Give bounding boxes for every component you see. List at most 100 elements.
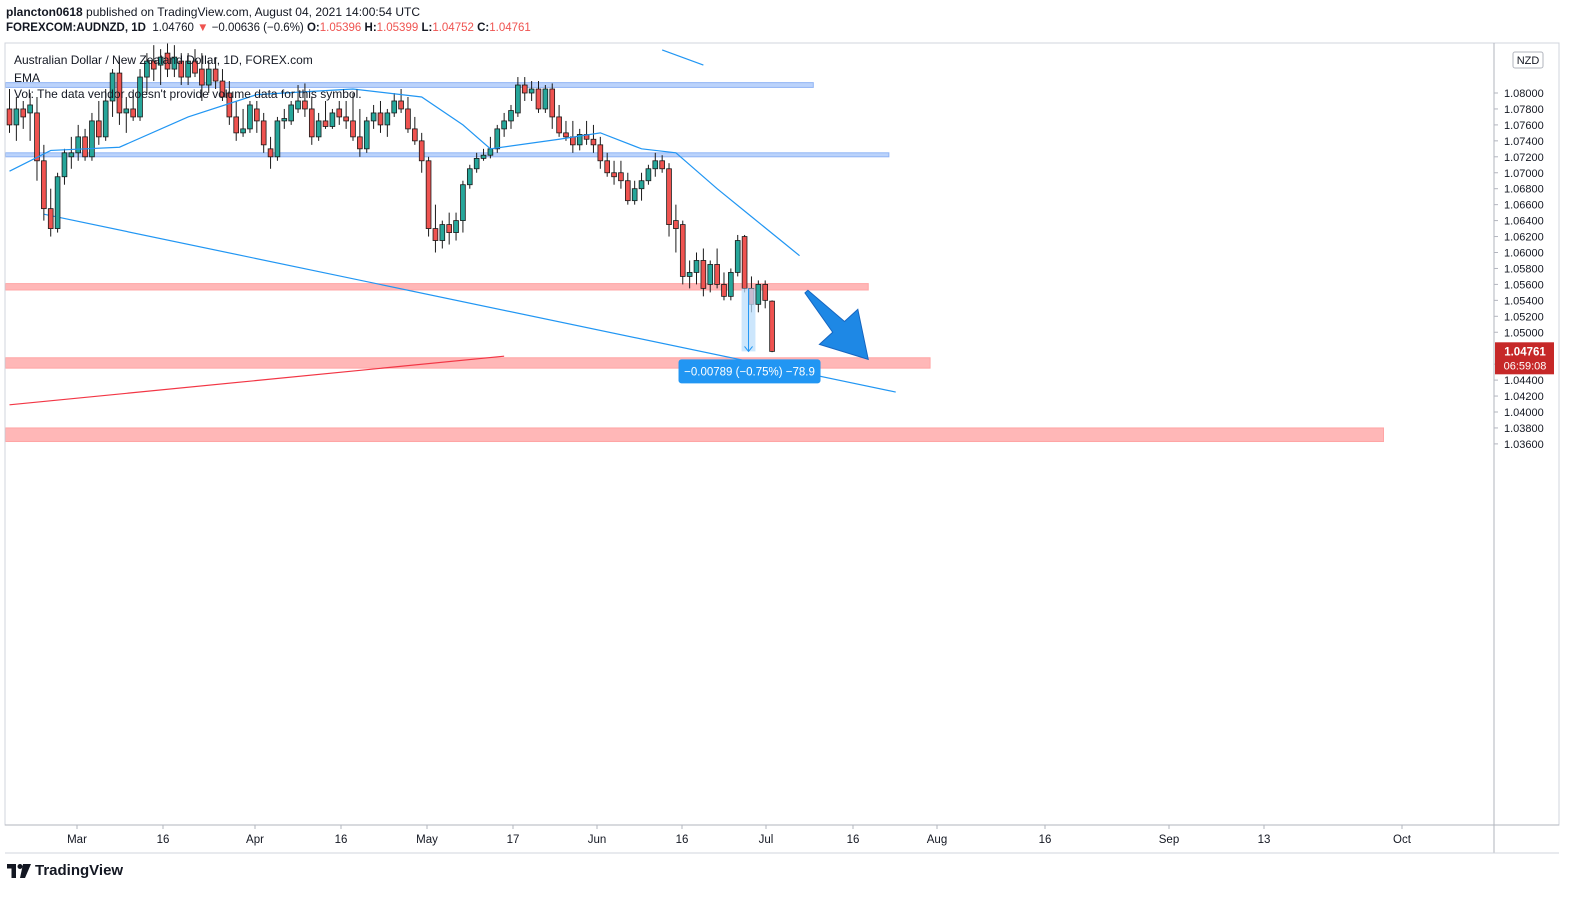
candle xyxy=(398,89,404,113)
candle-body xyxy=(487,148,494,156)
candle xyxy=(254,100,260,133)
candle xyxy=(247,100,253,133)
candle-body xyxy=(274,120,281,158)
candle-body xyxy=(240,128,246,134)
candle xyxy=(604,152,610,177)
candle xyxy=(34,96,40,181)
candle-body xyxy=(178,60,185,78)
candle-body xyxy=(41,160,47,210)
price-tick-label: 1.06800 xyxy=(1504,184,1544,196)
candle-body xyxy=(281,118,288,122)
candle-body xyxy=(6,108,13,126)
candle xyxy=(535,81,542,113)
candle-body xyxy=(741,236,748,289)
candle xyxy=(576,128,583,151)
candle-body xyxy=(219,80,226,98)
candle-body xyxy=(20,108,27,118)
time-tick-label: Jul xyxy=(759,834,774,846)
tradingview-logo[interactable]: TradingView xyxy=(7,862,123,879)
candle-body xyxy=(659,160,665,170)
candle xyxy=(260,112,267,153)
candle-body xyxy=(377,112,384,126)
time-tick-label: May xyxy=(416,834,438,846)
candle-body xyxy=(494,128,501,150)
currency-label: NZD xyxy=(1517,55,1540,67)
candle-body xyxy=(693,260,700,273)
candle-body xyxy=(27,104,33,114)
candle-body xyxy=(439,224,446,241)
candle-body xyxy=(453,220,459,233)
candle xyxy=(150,45,157,82)
candle xyxy=(528,81,535,101)
candle-body xyxy=(192,60,198,74)
time-tick-label: 16 xyxy=(335,834,348,846)
candle xyxy=(563,120,569,141)
candle-body xyxy=(226,92,233,118)
candle xyxy=(41,144,47,221)
candle xyxy=(686,260,693,289)
candle xyxy=(542,85,549,113)
candle-body xyxy=(89,120,95,158)
candle xyxy=(116,57,123,125)
time-tick-label: Apr xyxy=(246,834,264,846)
candle-body xyxy=(212,68,219,82)
candle-body xyxy=(480,154,487,159)
candle-body xyxy=(123,108,130,114)
measure-layer: −0.00789 (−0.75%) −78.9 xyxy=(678,288,869,384)
candle xyxy=(439,220,446,249)
candle xyxy=(384,108,391,137)
price-tick-label: 1.04000 xyxy=(1504,407,1544,419)
time-tick-label: Oct xyxy=(1393,834,1412,846)
candle-body xyxy=(363,120,370,150)
time-tick-label: 16 xyxy=(676,834,689,846)
price-tick-label: 1.07400 xyxy=(1504,136,1544,148)
candle-body xyxy=(391,100,398,114)
ema-line xyxy=(9,88,800,257)
candle xyxy=(54,172,61,233)
candle xyxy=(673,204,679,253)
ema-label[interactable]: EMA xyxy=(14,71,40,85)
candle-body xyxy=(762,283,768,301)
candle xyxy=(82,128,88,161)
candle xyxy=(659,155,665,173)
candle-body xyxy=(384,112,391,126)
zone-resistance-2 xyxy=(5,283,869,291)
candle-body xyxy=(604,160,610,174)
candle xyxy=(178,53,185,86)
time-tick-label: 16 xyxy=(157,834,170,846)
candle-body xyxy=(96,120,102,138)
candle-body xyxy=(734,240,741,273)
legend-layer: Australian Dollar / New Zealand Dollar, … xyxy=(14,53,362,101)
candle xyxy=(515,77,521,117)
candle xyxy=(707,260,714,293)
last-price: 1.04760 xyxy=(152,22,194,34)
candle-body xyxy=(645,168,652,182)
measure-arrowhead xyxy=(744,346,753,353)
trendline-1 xyxy=(661,49,704,66)
candle xyxy=(618,160,624,189)
candle xyxy=(769,300,775,353)
high-value: 1.05399 xyxy=(376,22,419,34)
candle xyxy=(631,180,638,205)
candle-body xyxy=(673,220,679,229)
candle-body xyxy=(185,60,191,78)
candle xyxy=(233,100,240,141)
ohlc-header: FOREXCOM:AUDNZD, 1D 1.04760 ▼ −0.00636 (… xyxy=(6,22,531,34)
candle xyxy=(144,53,150,93)
candle-body xyxy=(267,148,274,158)
candle-body xyxy=(34,112,40,162)
price-tick-label: 1.03800 xyxy=(1504,423,1544,435)
candle-body xyxy=(109,72,116,102)
candle xyxy=(68,136,75,169)
symbol-label: FOREXCOM:AUDNZD, 1D xyxy=(6,22,146,34)
candle-body xyxy=(329,112,336,127)
candle-body xyxy=(556,116,562,134)
candle-body xyxy=(590,138,597,146)
trendline-2 xyxy=(9,355,505,406)
candle xyxy=(762,280,768,309)
candle-body xyxy=(618,172,624,182)
last-price-label: 1.04761 xyxy=(1504,346,1546,358)
author-name[interactable]: plancton0618 xyxy=(6,5,83,19)
candle-body xyxy=(357,136,363,150)
